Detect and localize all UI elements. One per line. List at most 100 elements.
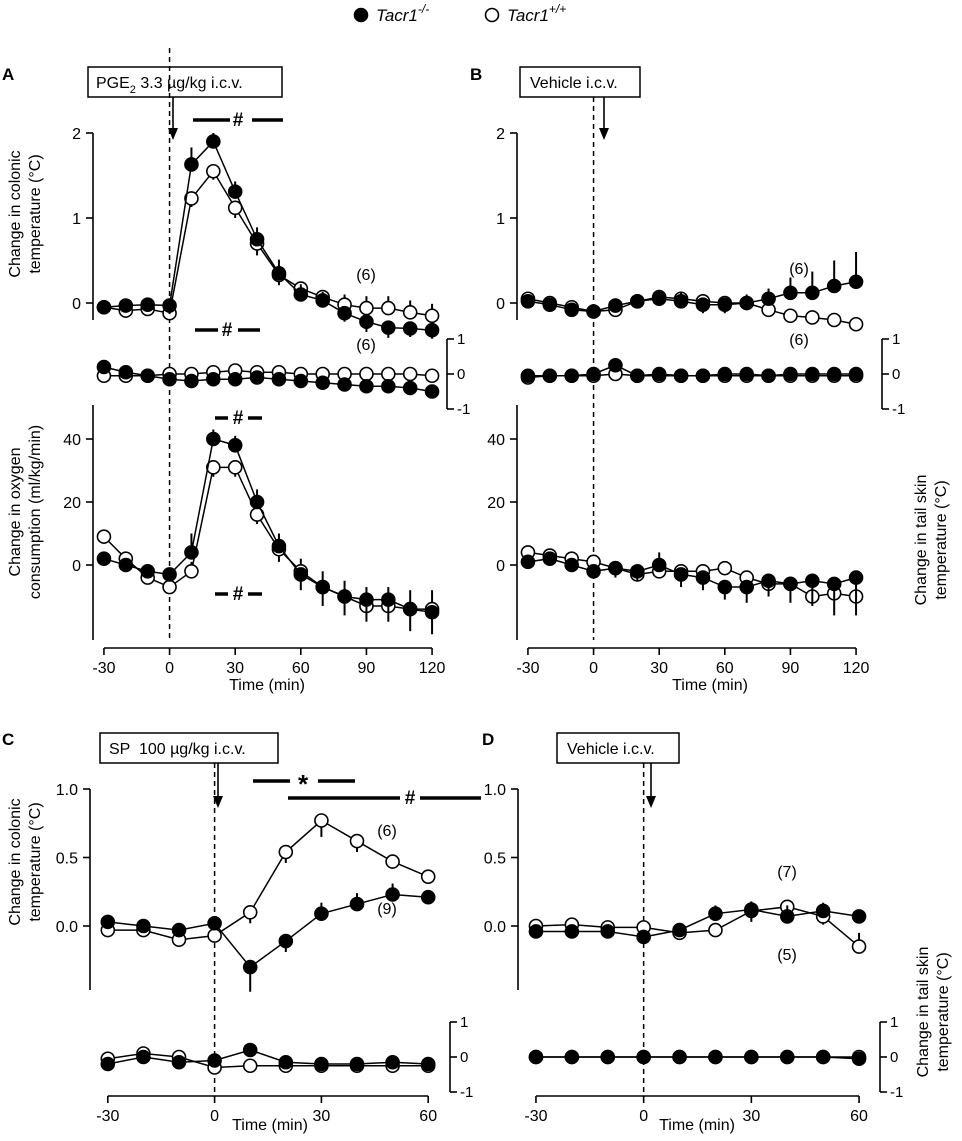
panel-c-colonic-y-tick-label: 0.5 bbox=[56, 851, 78, 868]
panel-b-tail-knockout-point bbox=[673, 368, 689, 384]
panel-a-colonic-knockout-point bbox=[293, 287, 309, 302]
panel-a-tail-knockout-point bbox=[315, 375, 330, 391]
panel-b-treatment-box bbox=[519, 66, 641, 98]
legend-wildtype-marker bbox=[484, 7, 500, 23]
panel-a-treatment-box bbox=[87, 66, 283, 98]
panel-b-oxygen-knockout-point bbox=[805, 573, 820, 589]
panel-b-oxygen-knockout-point bbox=[542, 551, 558, 567]
panel-c-tail-knockout-point bbox=[136, 1049, 151, 1065]
panel-d-tail-knockout-point bbox=[708, 1049, 723, 1065]
legend-wildtype-sup: +/+ bbox=[549, 2, 566, 16]
panel-a-oxygen-wildtype-point bbox=[206, 460, 221, 475]
panel-b-colonic-y-tick-label: 2 bbox=[496, 126, 505, 143]
panel-b-n-label: (6) bbox=[789, 332, 809, 349]
panel-d-tail-knockout-point bbox=[564, 1049, 580, 1065]
panel-c-tail-wildtype-line bbox=[107, 1052, 429, 1069]
panel-d-treatment-box bbox=[556, 732, 680, 764]
panel-a-colonic-wildtype-point bbox=[402, 305, 418, 320]
panel-b-tail-y-tick-label: 0 bbox=[892, 366, 900, 383]
panel-b-oxygen-knockout-point bbox=[717, 579, 733, 595]
panel-a-colonic-wildtype-point bbox=[206, 163, 221, 179]
panel-d-tail-knockout-point bbox=[779, 1049, 795, 1065]
panel-b-colonic-knockout-point bbox=[783, 285, 798, 301]
panel-d-colonic-knockout-point bbox=[744, 902, 759, 917]
panel-d-xlabel: Time (min) bbox=[659, 1117, 735, 1134]
panel-d-colonic-y-tick-label: 0.5 bbox=[484, 851, 506, 868]
panel-b-oxygen-y-tick-label: 40 bbox=[487, 432, 505, 449]
panel-b: B Vehicle i.c.v. Change in tail skin tem… bbox=[470, 65, 950, 694]
panel-c-colonic-wildtype-point bbox=[385, 854, 400, 869]
panel-c-x-tick-label: 0 bbox=[210, 1108, 219, 1125]
panel-b-colonic-wildtype-point bbox=[826, 312, 842, 328]
panel-a-colonic-knockout-point bbox=[315, 293, 330, 308]
panel-b-oxygen-knockout-point bbox=[673, 567, 689, 582]
panel-d-x-tick-label: -30 bbox=[524, 1108, 547, 1125]
panel-a-colonic-knockout-point bbox=[118, 298, 134, 313]
panel-a-tail-knockout-point bbox=[381, 378, 396, 394]
panel-a-oxygen-wildtype-point bbox=[227, 460, 243, 475]
panel-a-oxygen-knockout-line bbox=[103, 438, 433, 613]
panel-b-colonic-knockout-point bbox=[739, 295, 754, 311]
panel-a-colonic-knockout-point bbox=[359, 314, 374, 330]
panel-a-tail-knockout-point bbox=[162, 371, 177, 387]
panel-a-oxygen-knockout-point bbox=[206, 431, 221, 447]
panel-a-oxygen-knockout-point bbox=[359, 592, 374, 607]
panel-a-colonic-wildtype-point bbox=[184, 191, 199, 206]
panel-c-tail-knockout-point bbox=[314, 1056, 329, 1072]
panel-b-colonic-knockout-point bbox=[520, 293, 536, 309]
panel-b-colonic-knockout-point bbox=[695, 297, 711, 313]
panel-b-tail-knockout-point bbox=[739, 366, 754, 382]
panel-a-oxygen-knockout-point bbox=[227, 437, 243, 453]
panel-a-colonic-knockout-point bbox=[96, 299, 112, 315]
panel-a-significance-mark: # bbox=[222, 320, 233, 341]
panel-a-n-label: (6) bbox=[356, 337, 376, 354]
panel-b-x-tick-label: 60 bbox=[716, 660, 734, 677]
panel-d-label: D bbox=[482, 730, 494, 749]
panel-a-oxygen-knockout-point bbox=[381, 592, 396, 607]
panel-b-tail-knockout-point bbox=[761, 368, 776, 384]
panel-b-oxygen-knockout-point bbox=[826, 576, 842, 592]
panel-c-tail-knockout-point bbox=[420, 1056, 436, 1072]
panel-d-colonic-wildtype-point bbox=[708, 922, 723, 938]
panel-a-colonic-ylabel-2: temperature (°C) bbox=[27, 154, 44, 273]
panel-a-tail-y-tick-label: 0 bbox=[457, 366, 465, 383]
panel-c-colonic-knockout-point bbox=[207, 915, 222, 931]
panel-a-colonic-knockout-point bbox=[402, 321, 418, 336]
panel-a-tail-knockout-point bbox=[359, 378, 374, 394]
panel-a-oxygen-y-tick-label: 40 bbox=[63, 432, 81, 449]
legend-wildtype-label: Tacr1 bbox=[507, 6, 549, 25]
panel-c-colonic-knockout-point bbox=[385, 887, 400, 902]
panel-b-x-tick-label: 90 bbox=[782, 660, 800, 677]
panel-b-tail-knockout-point bbox=[695, 368, 711, 384]
panel-b-colonic-y-tick-label: 1 bbox=[496, 211, 505, 228]
panel-b-oxygen-wildtype-point bbox=[717, 560, 733, 576]
panel-a-colonic-wildtype-point bbox=[424, 308, 440, 324]
panel-d-x-tick-label: 30 bbox=[742, 1108, 760, 1125]
panel-d-colonic-wildtype-point bbox=[851, 939, 867, 954]
panel-a-n-label: (6) bbox=[356, 267, 376, 284]
panel-b-colonic-y-tick-label: 0 bbox=[496, 296, 505, 313]
panel-c-colonic-knockout-point bbox=[136, 918, 151, 934]
panel-b-colonic-knockout-point bbox=[826, 278, 842, 294]
panel-b-colonic-wildtype-point bbox=[783, 308, 798, 324]
panel-a-oxygen-ylabel-2: consumption (ml/kg/min) bbox=[27, 425, 44, 599]
panel-a-x-tick-label: 120 bbox=[419, 660, 446, 677]
panel-c-colonic-ylabel-1: Change in colonic bbox=[7, 798, 24, 925]
panel-c-colonic-knockout-point bbox=[314, 906, 329, 921]
panel-a-tail-wildtype-point bbox=[381, 366, 396, 382]
panel-a-oxygen-knockout-point bbox=[162, 567, 177, 582]
panel-a-tail-wildtype-point bbox=[402, 366, 418, 382]
panel-a-tail-knockout-point bbox=[249, 370, 265, 385]
panel-a-oxygen-y-tick-label: 20 bbox=[63, 495, 81, 512]
panel-a-tail-wildtype-point bbox=[359, 366, 374, 382]
panel-a-colonic-wildtype-point bbox=[381, 300, 396, 316]
legend: Tacr1-/- Tacr1+/+ bbox=[353, 2, 566, 25]
panel-a-colonic-knockout-point bbox=[184, 157, 199, 172]
panel-b-oxygen-knockout-point bbox=[848, 570, 864, 585]
panel-d-colonic-knockout-point bbox=[815, 903, 831, 919]
panel-c-colonic-knockout-line bbox=[107, 893, 429, 969]
panel-d-tail-y-tick-label: 0 bbox=[890, 1049, 898, 1066]
panel-b-tail-y-tick-label: 1 bbox=[892, 331, 900, 348]
